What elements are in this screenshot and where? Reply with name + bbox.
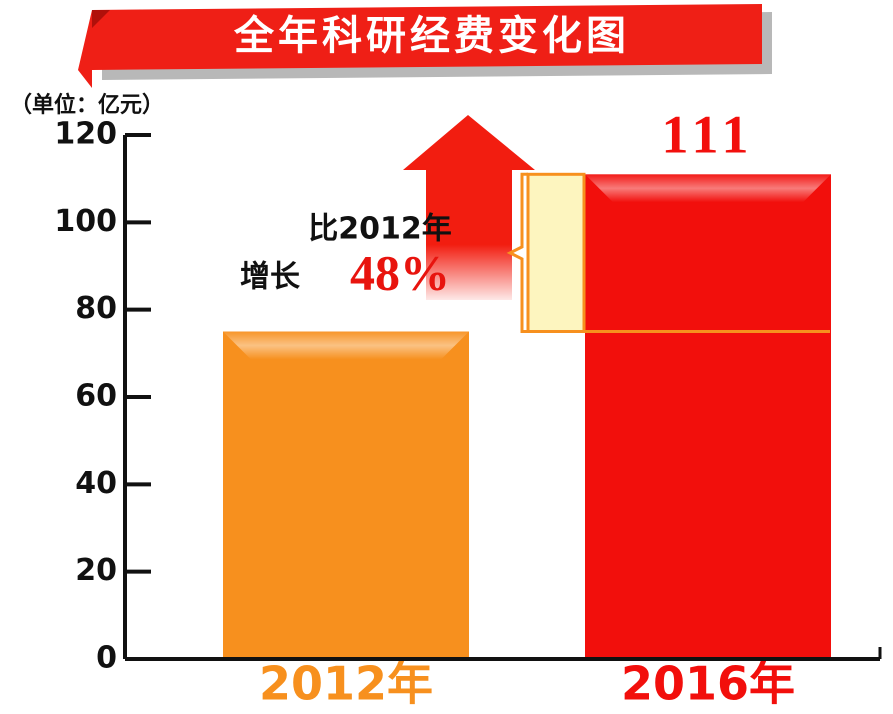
unit-label: （单位：亿元） xyxy=(10,92,164,118)
bar xyxy=(223,331,469,659)
y-tick-label: 60 xyxy=(75,379,117,414)
bar xyxy=(585,174,831,660)
growth-arrow xyxy=(403,115,535,300)
banner-fold xyxy=(92,10,110,28)
x-tick-label: 2012年 xyxy=(259,657,433,711)
y-tick-label: 100 xyxy=(54,204,117,239)
y-tick-label: 40 xyxy=(75,466,117,501)
y-tick-label: 120 xyxy=(54,117,117,152)
x-tick-label: 2016年 xyxy=(621,657,795,711)
y-tick-label: 20 xyxy=(75,553,117,588)
bar-highlight xyxy=(223,331,469,360)
banner xyxy=(78,4,762,88)
bracket-tip xyxy=(506,172,528,333)
growth-bracket xyxy=(526,172,586,333)
bar-highlight xyxy=(585,174,831,203)
plot-area: 2012年 2016年 111 0 20 40 60 80 100 120 xyxy=(54,105,882,711)
y-tick-label: 0 xyxy=(96,641,117,676)
annotation: 48% xyxy=(350,244,450,300)
annotation: 增长 xyxy=(240,260,300,295)
annotation: 比2012年 xyxy=(308,212,452,247)
data-label: 111 xyxy=(661,105,754,165)
y-tick-label: 80 xyxy=(75,291,117,326)
chart-title: 全年科研经费变化图 xyxy=(233,13,630,59)
